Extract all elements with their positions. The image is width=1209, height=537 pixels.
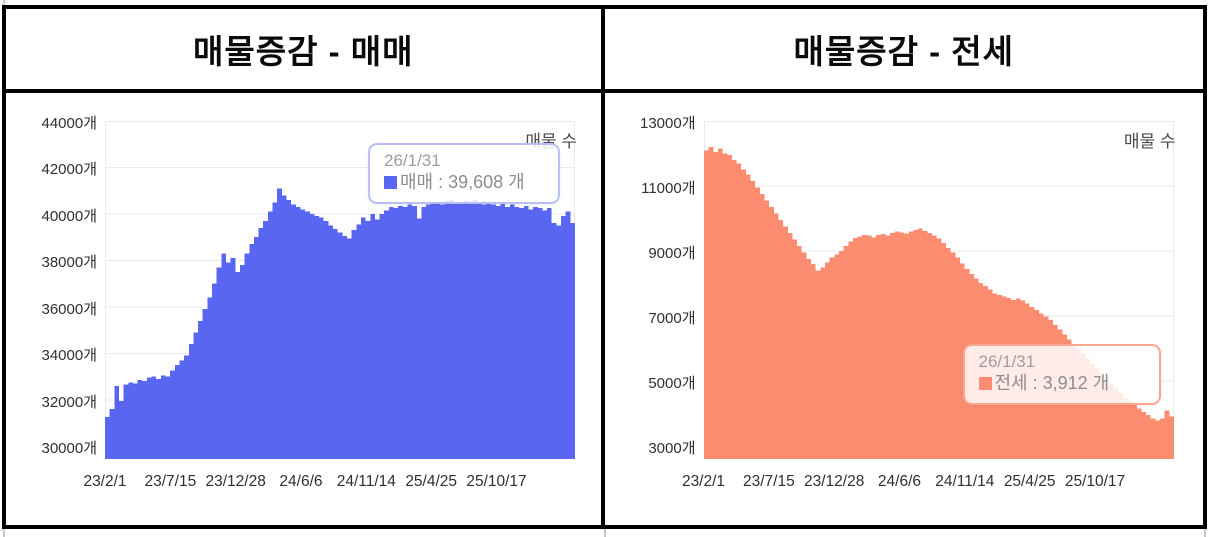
y-tick-label: 40000개 bbox=[41, 207, 97, 225]
x-tick-label: 25/10/17 bbox=[466, 473, 527, 490]
sale-tooltip: 26/1/31 매매 : 39,608 개 bbox=[368, 143, 560, 204]
sale-chart-title: 매물증감 - 매매 bbox=[193, 33, 414, 70]
jeonse-tooltip-value-row: 전세 : 3,912 개 bbox=[978, 372, 1159, 395]
jeonse-chart-title: 매물증감 - 전세 bbox=[793, 33, 1014, 70]
y-tick-label: 11000개 bbox=[641, 180, 696, 197]
y-tick-label: 9000개 bbox=[648, 245, 696, 262]
y-tick-label: 3000개 bbox=[648, 440, 696, 457]
y-tick-label: 7000개 bbox=[648, 310, 696, 327]
x-tick-label: 25/4/25 bbox=[1003, 473, 1056, 490]
y-tick-label: 32000개 bbox=[41, 393, 97, 411]
x-tick-label: 23/12/28 bbox=[803, 473, 865, 490]
sale-x-axis: 23/2/1 23/7/15 23/12/28 24/6/6 24/11/14 25/4/… bbox=[6, 473, 601, 495]
table-line-remnant bbox=[3, 529, 5, 537]
jeonse-area-plot bbox=[703, 121, 1174, 459]
title-cell-jeonse: 매물증감 - 전세 bbox=[604, 9, 1203, 93]
x-tick-label: 25/4/25 bbox=[405, 473, 458, 490]
chart-panel-sale: 44000개 42000개 40000개 38000개 36000개 34000개 3200… bbox=[6, 93, 605, 525]
y-tick-label: 34000개 bbox=[41, 347, 97, 365]
sale-tooltip-value-row: 매매 : 39,608 개 bbox=[384, 171, 558, 194]
y-tick-label: 5000개 bbox=[648, 375, 696, 392]
y-tick-label: 42000개 bbox=[41, 161, 97, 179]
x-tick-label: 24/6/6 bbox=[279, 473, 323, 490]
jeonse-legend-label: 매물 수 bbox=[1123, 132, 1176, 151]
sale-area-chart[interactable]: 매물 수 26/1/31 매매 : 39,608 개 bbox=[105, 121, 577, 459]
table-line-remnant bbox=[1204, 529, 1206, 537]
y-tick-label: 38000개 bbox=[41, 254, 97, 272]
sale-y-axis: 44000개 42000개 40000개 38000개 36000개 34000개 3200… bbox=[6, 93, 97, 525]
x-tick-label: 23/2/1 bbox=[83, 473, 127, 490]
jeonse-series-swatch-icon bbox=[978, 377, 992, 390]
table-line-remnant bbox=[3, 0, 5, 5]
x-tick-label: 24/6/6 bbox=[877, 473, 922, 490]
x-tick-label: 24/11/14 bbox=[336, 473, 396, 490]
sale-series-swatch-icon bbox=[384, 176, 397, 189]
x-tick-label: 23/12/28 bbox=[205, 473, 266, 490]
jeonse-tooltip-date: 26/1/31 bbox=[978, 352, 1036, 371]
y-tick-label: 36000개 bbox=[41, 300, 97, 318]
jeonse-tooltip-value: 전세 : 3,912 개 bbox=[994, 373, 1110, 394]
table-line-remnant bbox=[604, 529, 606, 537]
chart-panel-jeonse: 13000개 11000개 9000개 7000개 5000개 3000개 매물 수 26… bbox=[604, 93, 1204, 525]
y-tick-label: 30000개 bbox=[41, 440, 97, 458]
y-tick-label: 44000개 bbox=[41, 115, 97, 132]
x-tick-label: 23/7/15 bbox=[144, 473, 197, 490]
jeonse-area-chart[interactable]: 매물 수 26/1/31 전세 : 3,912 개 bbox=[703, 121, 1176, 459]
x-tick-label: 23/2/1 bbox=[681, 473, 726, 490]
title-cell-sale: 매물증감 - 매매 bbox=[6, 9, 605, 93]
sale-area-plot bbox=[105, 121, 575, 459]
jeonse-x-axis: 23/2/1 23/7/15 23/12/28 24/6/6 24/11/14 25/4/… bbox=[605, 473, 1204, 495]
x-tick-label: 25/10/17 bbox=[1064, 473, 1126, 490]
sale-tooltip-value: 매매 : 39,608 개 bbox=[400, 172, 525, 193]
comparison-table: 매물증감 - 매매 매물증감 - 전세 44000개 42000개 40000개 38… bbox=[2, 5, 1207, 529]
x-tick-label: 24/11/14 bbox=[935, 473, 995, 490]
sale-tooltip-date: 26/1/31 bbox=[384, 151, 441, 170]
x-tick-label: 23/7/15 bbox=[742, 473, 795, 490]
jeonse-tooltip: 26/1/31 전세 : 3,912 개 bbox=[962, 344, 1161, 405]
jeonse-y-axis: 13000개 11000개 9000개 7000개 5000개 3000개 bbox=[605, 93, 696, 525]
y-tick-label: 13000개 bbox=[639, 115, 696, 132]
